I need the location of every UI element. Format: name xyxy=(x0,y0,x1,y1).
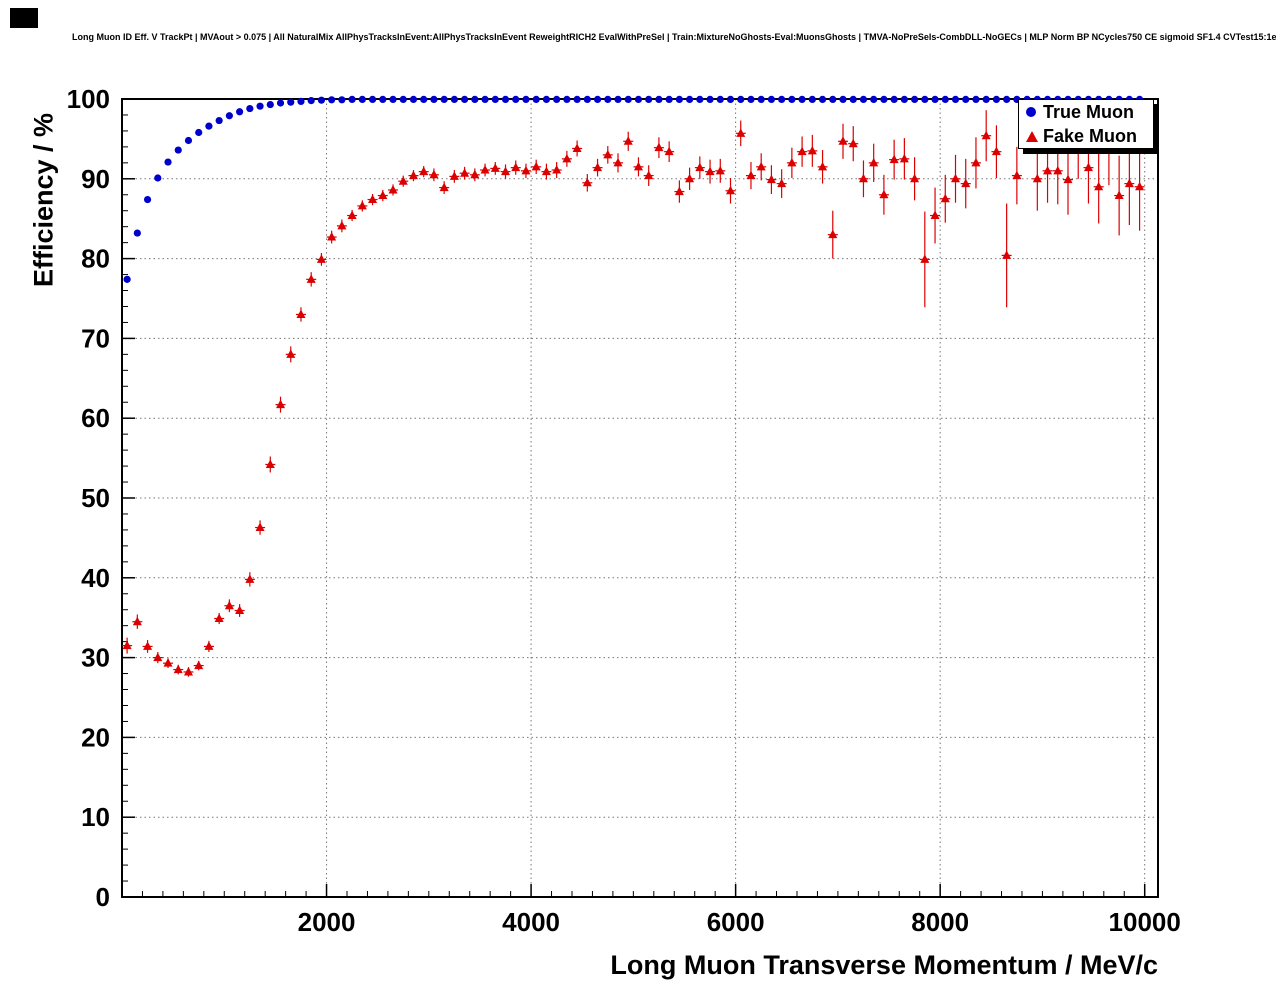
y-tick-label: 30 xyxy=(81,643,110,673)
y-tick-label: 40 xyxy=(81,563,110,593)
y-tick-label: 60 xyxy=(81,403,110,433)
tick-labels: 2000 4000 6000 8000 10000 0 10 20 30 40 50 60 70 80 90… xyxy=(67,84,1181,937)
x-tick-label: 8000 xyxy=(911,907,969,937)
x-axis-title: Long Muon Transverse Momentum / MeV/c xyxy=(610,950,1158,980)
legend-entry-true-muon: True Muon xyxy=(1019,100,1153,124)
legend-entry-fake-muon: Fake Muon xyxy=(1019,124,1153,148)
y-tick-label: 20 xyxy=(81,722,110,752)
x-tick-label: 10000 xyxy=(1109,907,1181,937)
y-tick-label: 50 xyxy=(81,483,110,513)
series-true-muon xyxy=(123,95,1144,283)
fake-muon-marker-icon xyxy=(1026,130,1038,142)
y-axis-title: Efficiency / % xyxy=(28,112,59,288)
y-tick-label: 90 xyxy=(81,164,110,194)
legend: True Muon Fake Muon xyxy=(1018,99,1154,149)
y-tick-label: 10 xyxy=(81,802,110,832)
canvas-corner-marker xyxy=(10,8,38,28)
x-tick-label: 4000 xyxy=(502,907,560,937)
y-tick-label: 80 xyxy=(81,244,110,274)
gridlines xyxy=(122,98,1158,897)
y-tick-label: 70 xyxy=(81,323,110,353)
legend-label-fake-muon: Fake Muon xyxy=(1043,125,1138,146)
series-fake-muon xyxy=(122,99,1145,677)
page-title: Long Muon ID Eff. V TrackPt | MVAout > 0… xyxy=(72,32,1276,42)
y-tick-label: 0 xyxy=(96,882,110,912)
legend-label-true-muon: True Muon xyxy=(1043,101,1134,122)
true-muon-marker-icon xyxy=(1026,107,1036,117)
x-tick-label: 2000 xyxy=(298,907,356,937)
x-tick-label: 6000 xyxy=(707,907,765,937)
y-tick-label: 100 xyxy=(67,84,110,114)
